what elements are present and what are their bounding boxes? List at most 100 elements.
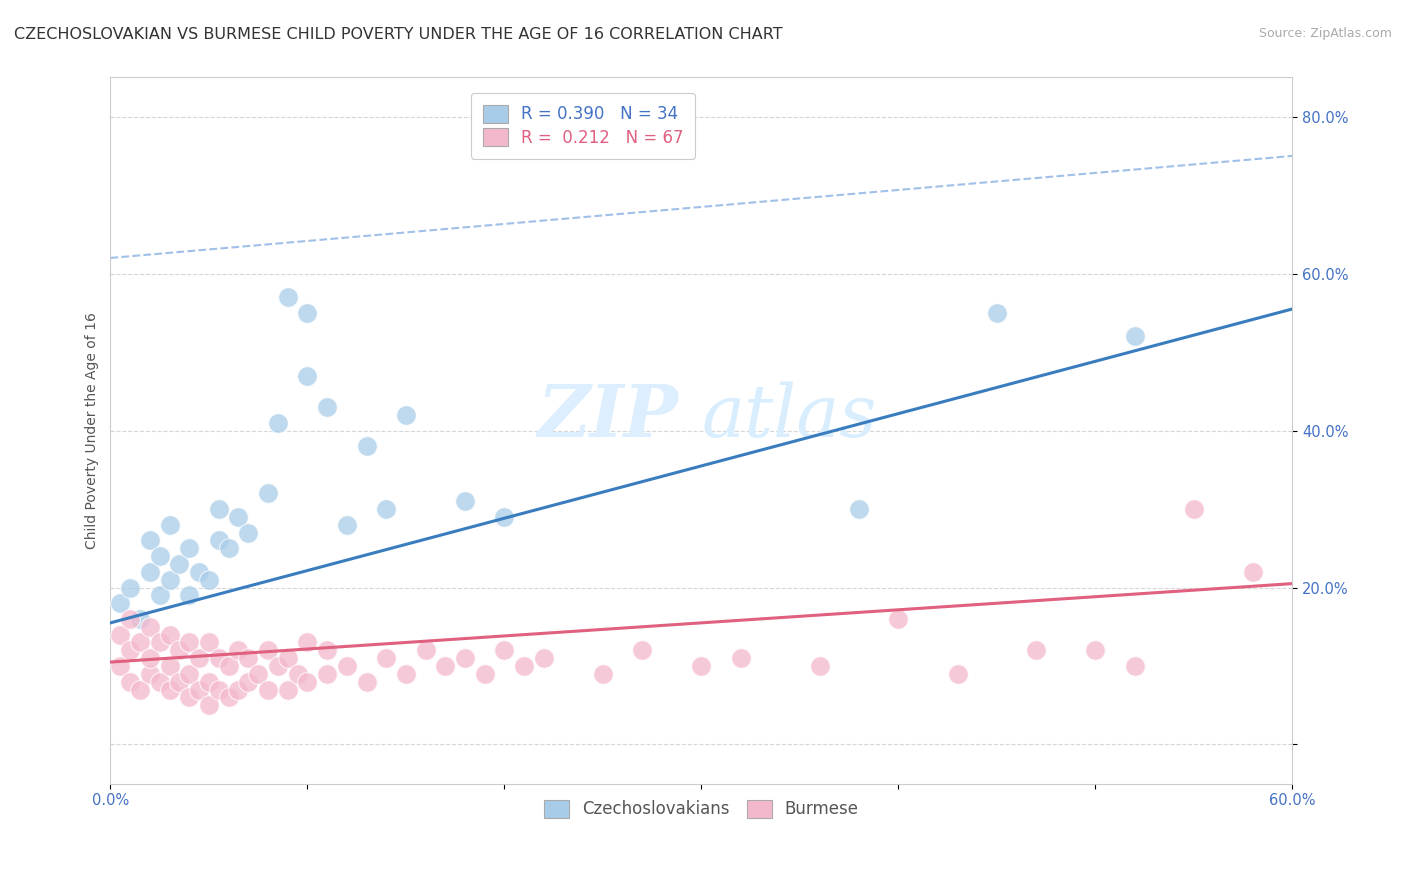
Text: ZIP: ZIP xyxy=(537,381,678,452)
Text: Source: ZipAtlas.com: Source: ZipAtlas.com xyxy=(1258,27,1392,40)
Point xyxy=(169,643,191,657)
Point xyxy=(730,651,752,665)
Point xyxy=(228,643,250,657)
Point xyxy=(247,666,270,681)
Point xyxy=(208,682,231,697)
Point xyxy=(198,573,221,587)
Point xyxy=(208,533,231,548)
Point xyxy=(238,525,260,540)
Point xyxy=(228,682,250,697)
Point xyxy=(1182,502,1205,516)
Point xyxy=(159,573,181,587)
Point xyxy=(149,549,172,563)
Point xyxy=(267,659,290,673)
Point xyxy=(110,596,132,610)
Point xyxy=(120,581,142,595)
Point xyxy=(533,651,555,665)
Point xyxy=(208,651,231,665)
Point xyxy=(188,565,211,579)
Point xyxy=(434,659,457,673)
Point xyxy=(454,494,477,508)
Point xyxy=(198,635,221,649)
Point xyxy=(316,643,339,657)
Point xyxy=(139,565,162,579)
Y-axis label: Child Poverty Under the Age of 16: Child Poverty Under the Age of 16 xyxy=(86,312,100,549)
Point xyxy=(129,612,152,626)
Point xyxy=(454,651,477,665)
Point xyxy=(494,509,516,524)
Point xyxy=(267,416,290,430)
Point xyxy=(1084,643,1107,657)
Point xyxy=(946,666,969,681)
Point xyxy=(690,659,713,673)
Point xyxy=(238,674,260,689)
Point xyxy=(139,666,162,681)
Point xyxy=(179,635,201,649)
Point xyxy=(316,666,339,681)
Legend: Czechoslovakians, Burmese: Czechoslovakians, Burmese xyxy=(537,793,866,825)
Point xyxy=(228,509,250,524)
Point xyxy=(218,541,240,556)
Point xyxy=(238,651,260,665)
Point xyxy=(336,517,359,532)
Point xyxy=(159,682,181,697)
Point xyxy=(218,690,240,705)
Point xyxy=(395,408,418,422)
Point xyxy=(159,627,181,641)
Point xyxy=(198,698,221,713)
Point xyxy=(110,627,132,641)
Point xyxy=(415,643,437,657)
Point xyxy=(592,666,614,681)
Point xyxy=(188,651,211,665)
Point xyxy=(139,651,162,665)
Point xyxy=(277,651,299,665)
Point xyxy=(257,643,280,657)
Point xyxy=(129,682,152,697)
Point xyxy=(297,674,319,689)
Point xyxy=(188,682,211,697)
Point xyxy=(1241,565,1264,579)
Point xyxy=(257,682,280,697)
Point xyxy=(277,290,299,304)
Point xyxy=(120,674,142,689)
Point xyxy=(808,659,831,673)
Point xyxy=(179,690,201,705)
Point xyxy=(110,659,132,673)
Text: atlas: atlas xyxy=(702,381,877,451)
Point xyxy=(297,368,319,383)
Point xyxy=(336,659,359,673)
Point xyxy=(297,635,319,649)
Point xyxy=(120,643,142,657)
Point xyxy=(129,635,152,649)
Point xyxy=(395,666,418,681)
Point xyxy=(179,666,201,681)
Point xyxy=(218,659,240,673)
Point xyxy=(356,674,378,689)
Point xyxy=(120,612,142,626)
Point xyxy=(149,588,172,602)
Point xyxy=(316,400,339,414)
Point xyxy=(139,533,162,548)
Point xyxy=(375,651,398,665)
Point xyxy=(848,502,870,516)
Point xyxy=(257,486,280,500)
Point xyxy=(356,439,378,453)
Point xyxy=(179,541,201,556)
Text: CZECHOSLOVAKIAN VS BURMESE CHILD POVERTY UNDER THE AGE OF 16 CORRELATION CHART: CZECHOSLOVAKIAN VS BURMESE CHILD POVERTY… xyxy=(14,27,783,42)
Point xyxy=(375,502,398,516)
Point xyxy=(208,502,231,516)
Point xyxy=(287,666,309,681)
Point xyxy=(1025,643,1047,657)
Point xyxy=(631,643,654,657)
Point xyxy=(1123,329,1146,343)
Point xyxy=(149,635,172,649)
Point xyxy=(169,674,191,689)
Point xyxy=(139,620,162,634)
Point xyxy=(169,557,191,571)
Point xyxy=(149,674,172,689)
Point xyxy=(887,612,910,626)
Point xyxy=(513,659,536,673)
Point xyxy=(1123,659,1146,673)
Point xyxy=(198,674,221,689)
Point xyxy=(297,306,319,320)
